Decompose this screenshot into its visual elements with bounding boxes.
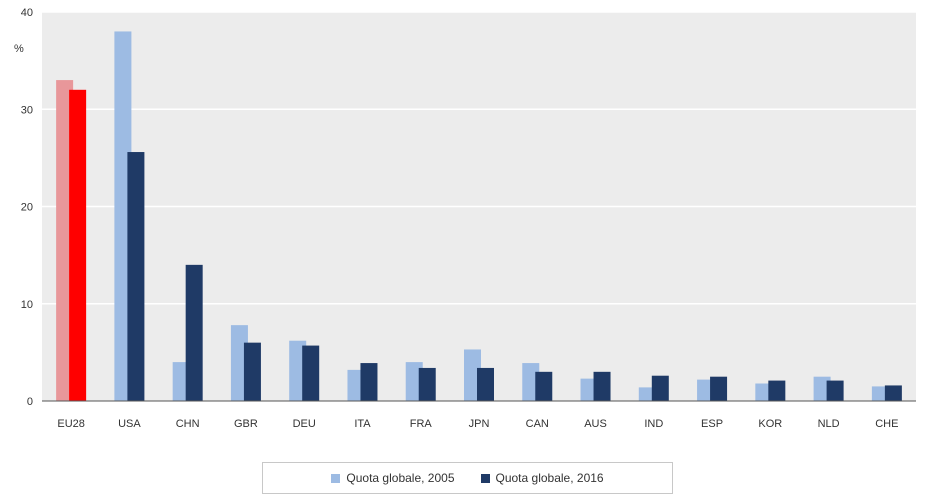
legend-label-2016: Quota globale, 2016: [495, 471, 604, 485]
x-tick-label-usa: USA: [118, 418, 141, 430]
bar-usa-2005: [114, 31, 132, 401]
bar-gbr-2016: [243, 342, 261, 401]
bar-nld-2005: [813, 376, 831, 401]
x-tick-label-fra: FRA: [410, 418, 433, 430]
y-tick-label: 40: [21, 7, 33, 19]
legend: Quota globale, 2005 Quota globale, 2016: [262, 462, 673, 494]
x-tick-label-deu: DEU: [293, 418, 316, 430]
x-tick-label-jpn: JPN: [469, 418, 490, 430]
y-tick-label: 30: [21, 104, 33, 116]
bar-deu-2005: [289, 340, 307, 401]
x-tick-label-ita: ITA: [354, 418, 371, 430]
bar-eu28-2016: [69, 89, 87, 402]
x-tick-label-gbr: GBR: [234, 418, 258, 430]
y-unit-label: %: [14, 43, 24, 55]
legend-item-2016: Quota globale, 2016: [480, 471, 604, 485]
bar-chn-2016: [185, 264, 203, 401]
bar-can-2016: [535, 371, 553, 401]
y-tick-label: 20: [21, 202, 33, 214]
bar-ind-2005: [638, 387, 656, 401]
bars: [56, 31, 902, 402]
bar-fra-2016: [418, 367, 436, 401]
bar-nld-2016: [826, 380, 844, 401]
bar-ita-2016: [360, 363, 378, 401]
bar-usa-2016: [127, 152, 145, 401]
bar-jpn-2005: [464, 349, 481, 401]
bar-ind-2016: [651, 375, 669, 401]
x-tick-label-aus: AUS: [584, 418, 607, 430]
bar-esp-2005: [697, 379, 715, 401]
bar-esp-2016: [710, 376, 728, 401]
bar-gbr-2005: [230, 325, 248, 401]
bar-aus-2016: [593, 371, 611, 401]
bar-can-2005: [522, 363, 540, 401]
x-tick-label-kor: KOR: [758, 418, 782, 430]
bar-chn-2005: [172, 362, 190, 401]
bar-aus-2005: [580, 378, 598, 401]
x-axis-ticks: EU28 USA CHN GBR DEU ITA FRA JPN CAN AUS IND ESP KOR…: [57, 418, 898, 430]
y-axis-ticks: 0 10 20 30 40: [21, 7, 33, 408]
x-tick-label-che: CHE: [875, 418, 898, 430]
bar-kor-2005: [755, 383, 773, 401]
x-tick-label-chn: CHN: [176, 418, 200, 430]
bar-jpn-2016: [477, 367, 494, 401]
x-tick-label-nld: NLD: [818, 418, 840, 430]
y-tick-label: 10: [21, 299, 33, 311]
legend-item-2005: Quota globale, 2005: [331, 471, 455, 485]
legend-swatch-2005: [331, 473, 341, 483]
bar-eu28-2005: [56, 80, 74, 401]
x-tick-label-esp: ESP: [701, 418, 723, 430]
x-tick-label-can: CAN: [526, 418, 549, 430]
bar-deu-2016: [302, 345, 320, 401]
x-tick-label-ind: IND: [644, 418, 663, 430]
x-tick-label-eu28: EU28: [57, 418, 85, 430]
y-tick-label: 0: [27, 396, 33, 408]
bar-ita-2005: [347, 369, 365, 401]
bar-che-2005: [871, 386, 889, 401]
legend-swatch-2016: [480, 473, 490, 483]
legend-label-2005: Quota globale, 2005: [346, 471, 455, 485]
bar-che-2016: [884, 385, 902, 401]
bar-fra-2005: [405, 362, 423, 401]
bar-kor-2016: [768, 380, 786, 401]
